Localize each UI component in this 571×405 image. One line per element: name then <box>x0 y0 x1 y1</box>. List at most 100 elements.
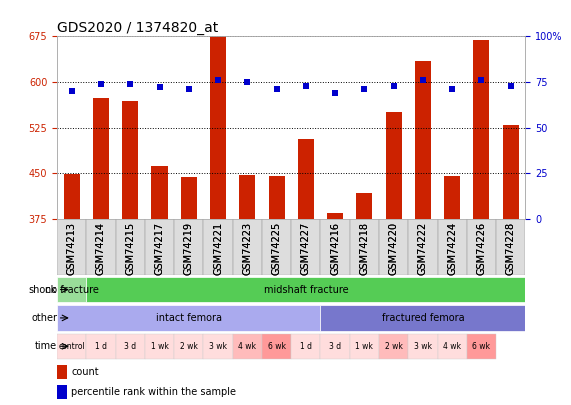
Point <box>243 79 252 85</box>
FancyBboxPatch shape <box>174 219 203 275</box>
FancyBboxPatch shape <box>57 219 86 275</box>
Point <box>506 83 515 89</box>
Text: GSM74216: GSM74216 <box>330 222 340 275</box>
Bar <box>210 36 226 219</box>
FancyBboxPatch shape <box>496 219 525 275</box>
Text: 2 wk: 2 wk <box>180 342 198 351</box>
FancyBboxPatch shape <box>379 219 408 275</box>
FancyBboxPatch shape <box>291 219 320 275</box>
FancyBboxPatch shape <box>115 334 145 359</box>
FancyBboxPatch shape <box>86 334 115 359</box>
Text: GSM74214: GSM74214 <box>96 222 106 275</box>
Text: shock: shock <box>29 285 57 294</box>
FancyBboxPatch shape <box>408 334 437 359</box>
Text: GSM74228: GSM74228 <box>506 222 516 275</box>
Text: GSM74215: GSM74215 <box>125 222 135 275</box>
Text: 1 d: 1 d <box>95 342 107 351</box>
FancyBboxPatch shape <box>320 305 525 330</box>
Text: 3 wk: 3 wk <box>414 342 432 351</box>
Bar <box>239 175 255 219</box>
FancyBboxPatch shape <box>145 219 174 275</box>
FancyBboxPatch shape <box>467 219 496 275</box>
FancyBboxPatch shape <box>233 219 262 275</box>
Text: fractured femora: fractured femora <box>381 313 464 323</box>
Text: GSM74224: GSM74224 <box>447 222 457 275</box>
Point <box>331 90 340 96</box>
Bar <box>57 385 67 399</box>
FancyBboxPatch shape <box>203 334 233 359</box>
Text: GSM74214: GSM74214 <box>96 222 106 275</box>
FancyBboxPatch shape <box>233 334 262 359</box>
Text: 1 wk: 1 wk <box>355 342 373 351</box>
Text: time: time <box>35 341 57 351</box>
Text: GSM74227: GSM74227 <box>301 222 311 275</box>
Text: GSM74223: GSM74223 <box>242 222 252 275</box>
Bar <box>473 40 489 219</box>
Text: 4 wk: 4 wk <box>238 342 256 351</box>
Text: GSM74225: GSM74225 <box>272 222 282 275</box>
FancyBboxPatch shape <box>145 334 174 359</box>
Text: 2 wk: 2 wk <box>385 342 403 351</box>
Text: 4 wk: 4 wk <box>443 342 461 351</box>
Text: midshaft fracture: midshaft fracture <box>264 285 348 294</box>
Text: GSM74221: GSM74221 <box>213 222 223 275</box>
Bar <box>268 176 284 219</box>
Text: GSM74220: GSM74220 <box>389 222 399 275</box>
Text: GSM74218: GSM74218 <box>359 222 369 275</box>
Bar <box>93 98 109 219</box>
Bar <box>502 125 518 219</box>
FancyBboxPatch shape <box>408 219 437 275</box>
Text: 1 wk: 1 wk <box>151 342 168 351</box>
Bar <box>122 102 138 219</box>
FancyBboxPatch shape <box>262 219 291 275</box>
Text: GSM74228: GSM74228 <box>506 222 516 275</box>
Point <box>184 86 194 93</box>
Text: GSM74226: GSM74226 <box>476 222 486 275</box>
Bar <box>385 113 401 219</box>
Point <box>272 86 281 93</box>
Point <box>448 86 457 93</box>
Text: GDS2020 / 1374820_at: GDS2020 / 1374820_at <box>57 21 218 35</box>
Text: percentile rank within the sample: percentile rank within the sample <box>71 387 236 397</box>
Text: GSM74217: GSM74217 <box>155 222 164 275</box>
FancyBboxPatch shape <box>57 305 320 330</box>
Bar <box>298 139 314 219</box>
Text: no fracture: no fracture <box>45 285 99 294</box>
Point <box>389 83 398 89</box>
Text: GSM74213: GSM74213 <box>67 222 77 275</box>
Text: GSM74219: GSM74219 <box>184 222 194 275</box>
Text: 6 wk: 6 wk <box>472 342 490 351</box>
FancyBboxPatch shape <box>467 334 496 359</box>
Point <box>419 77 428 83</box>
Point <box>301 83 311 89</box>
Bar <box>356 193 372 219</box>
Text: GSM74215: GSM74215 <box>125 222 135 275</box>
FancyBboxPatch shape <box>57 277 86 302</box>
Bar <box>444 176 460 219</box>
Text: GSM74220: GSM74220 <box>389 222 399 275</box>
Text: GSM74218: GSM74218 <box>359 222 369 275</box>
FancyBboxPatch shape <box>57 334 86 359</box>
Text: 1 d: 1 d <box>300 342 312 351</box>
Text: count: count <box>71 367 99 377</box>
Text: 3 d: 3 d <box>124 342 136 351</box>
Text: GSM74222: GSM74222 <box>418 222 428 275</box>
FancyBboxPatch shape <box>291 334 320 359</box>
Text: GSM74219: GSM74219 <box>184 222 194 275</box>
FancyBboxPatch shape <box>349 219 379 275</box>
FancyBboxPatch shape <box>437 219 467 275</box>
Point <box>155 84 164 91</box>
Text: 3 d: 3 d <box>329 342 341 351</box>
Text: GSM74225: GSM74225 <box>272 222 282 275</box>
FancyBboxPatch shape <box>115 219 145 275</box>
FancyBboxPatch shape <box>203 219 233 275</box>
Text: GSM74213: GSM74213 <box>67 222 77 275</box>
FancyBboxPatch shape <box>320 334 349 359</box>
FancyBboxPatch shape <box>349 334 379 359</box>
Text: GSM74227: GSM74227 <box>301 222 311 275</box>
Bar <box>181 177 197 219</box>
Text: intact femora: intact femora <box>156 313 222 323</box>
Text: GSM74223: GSM74223 <box>242 222 252 275</box>
Bar <box>57 364 67 379</box>
Text: 6 wk: 6 wk <box>268 342 286 351</box>
